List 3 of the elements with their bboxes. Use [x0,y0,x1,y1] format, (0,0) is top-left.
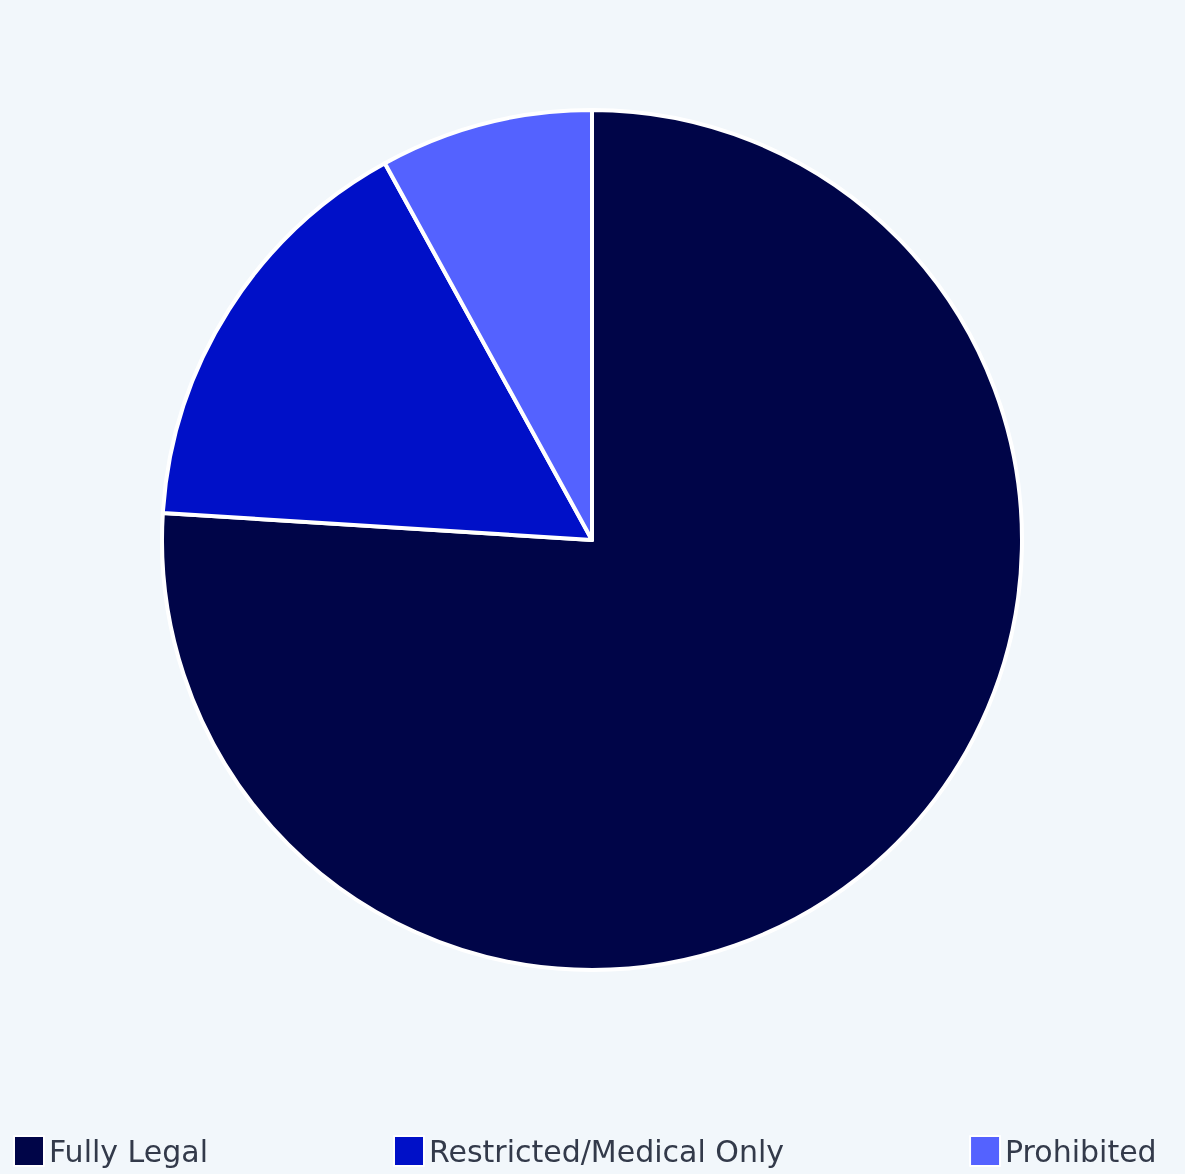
legend-label: Prohibited [1005,1133,1157,1169]
legend-label: Restricted/Medical Only [428,1133,785,1169]
legend-label: Fully Legal [49,1133,208,1169]
